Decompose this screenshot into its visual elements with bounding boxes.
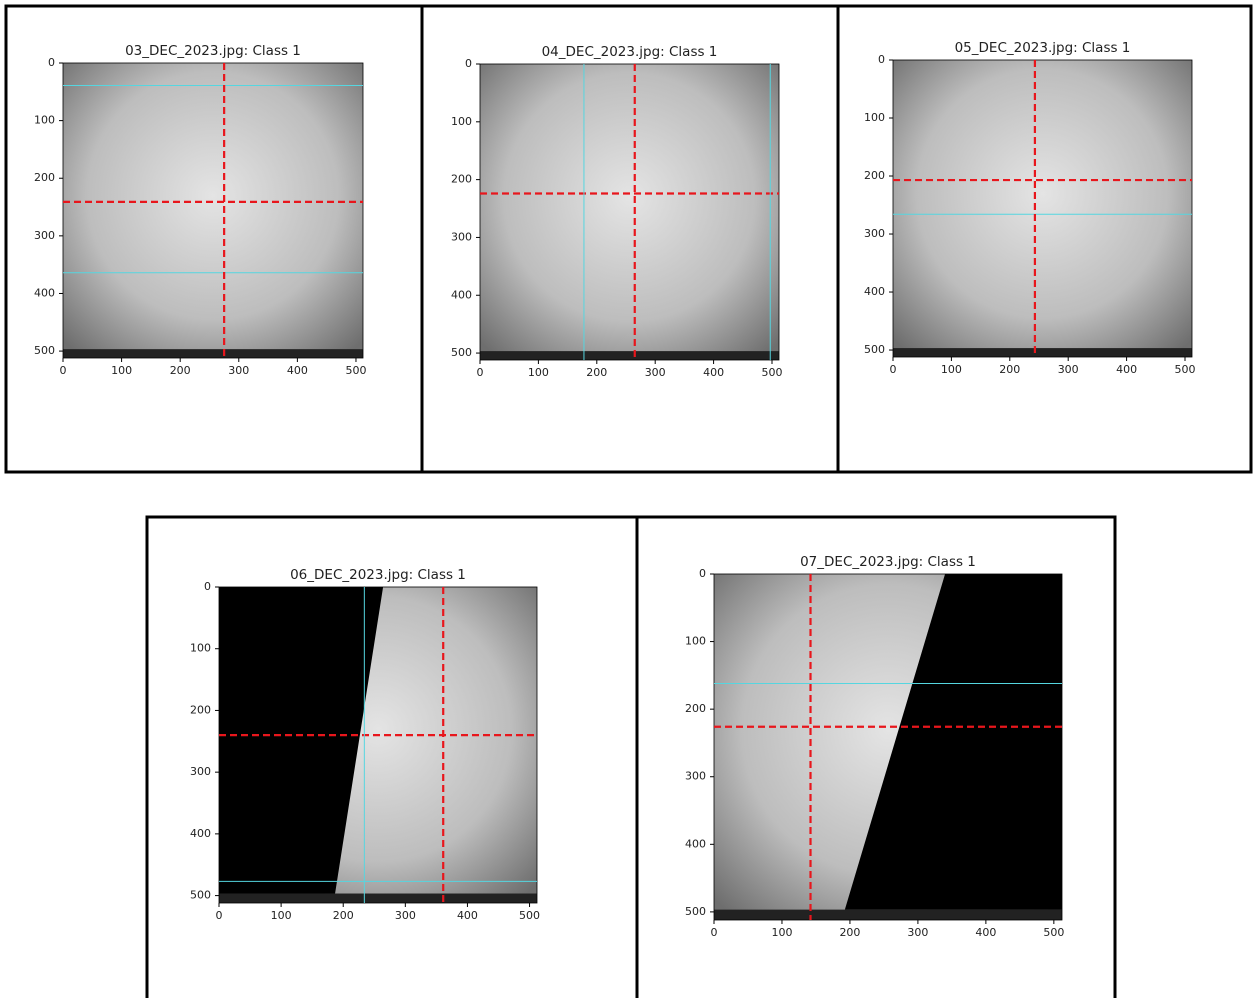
- y-tick-label: 500: [34, 344, 55, 357]
- x-tick-label: 500: [345, 364, 366, 377]
- x-tick-label: 0: [60, 364, 67, 377]
- info-strip: [714, 909, 1062, 920]
- x-tick-label: 0: [711, 926, 718, 939]
- y-tick-label: 200: [864, 169, 885, 182]
- x-tick-label: 300: [228, 364, 249, 377]
- axes-frame: [62, 62, 364, 359]
- info-strip: [219, 893, 537, 903]
- x-tick-label: 200: [839, 926, 860, 939]
- x-tick-label: 0: [216, 909, 223, 922]
- x-tick-label: 400: [975, 926, 996, 939]
- y-tick-label: 0: [699, 567, 706, 580]
- x-tick-label: 500: [1043, 926, 1064, 939]
- panel-title: 05_DEC_2023.jpg: Class 1: [955, 40, 1131, 56]
- y-tick-label: 100: [864, 111, 885, 124]
- x-tick-label: 100: [271, 909, 292, 922]
- y-tick-label: 0: [204, 580, 211, 593]
- x-tick-label: 300: [907, 926, 928, 939]
- panel-title: 03_DEC_2023.jpg: Class 1: [125, 43, 301, 59]
- info-strip: [893, 348, 1192, 357]
- x-tick-label: 400: [703, 366, 724, 379]
- panel-border: [836, 4, 1253, 474]
- x-tick-label: 300: [395, 909, 416, 922]
- y-tick-label: 100: [190, 642, 211, 655]
- x-tick-label: 0: [890, 363, 897, 376]
- y-tick-label: 300: [685, 770, 706, 783]
- y-tick-label: 100: [685, 635, 706, 648]
- y-tick-label: 300: [34, 229, 55, 242]
- axes-frame: [479, 63, 780, 361]
- y-tick-label: 500: [190, 889, 211, 902]
- y-tick-label: 300: [190, 765, 211, 778]
- x-tick-label: 500: [519, 909, 540, 922]
- satellite-image: [63, 63, 363, 358]
- y-tick-label: 100: [34, 114, 55, 127]
- x-tick-label: 100: [111, 364, 132, 377]
- axes-frame: [892, 59, 1193, 358]
- y-tick-label: 200: [190, 703, 211, 716]
- satellite-image: [480, 64, 779, 360]
- x-tick-label: 200: [586, 366, 607, 379]
- x-tick-label: 100: [528, 366, 549, 379]
- no-data-region: [219, 587, 384, 894]
- panel-title: 07_DEC_2023.jpg: Class 1: [800, 554, 976, 570]
- y-tick-label: 400: [685, 837, 706, 850]
- y-tick-label: 300: [451, 230, 472, 243]
- y-tick-label: 0: [465, 57, 472, 70]
- y-tick-label: 100: [451, 115, 472, 128]
- satellite-image: [893, 60, 1192, 357]
- y-tick-label: 500: [451, 346, 472, 359]
- x-tick-label: 400: [1116, 363, 1137, 376]
- axes-frame: [218, 586, 538, 904]
- no-data-region: [844, 574, 1062, 910]
- panel: 04_DEC_2023.jpg: Class 1 0 100 200 300 400 500…: [420, 4, 840, 474]
- axes-frame: [713, 573, 1063, 921]
- y-tick-label: 300: [864, 227, 885, 240]
- panel: 07_DEC_2023.jpg: Class 1 0 100 200 300 400 500…: [635, 515, 1117, 998]
- y-tick-label: 200: [685, 702, 706, 715]
- y-tick-label: 500: [864, 343, 885, 356]
- info-strip: [63, 349, 363, 358]
- y-tick-label: 0: [48, 56, 55, 69]
- y-tick-label: 400: [864, 285, 885, 298]
- x-tick-label: 200: [170, 364, 191, 377]
- panel-title: 06_DEC_2023.jpg: Class 1: [290, 567, 466, 583]
- y-tick-label: 400: [451, 288, 472, 301]
- x-tick-label: 400: [287, 364, 308, 377]
- x-tick-label: 500: [1174, 363, 1195, 376]
- x-tick-label: 100: [771, 926, 792, 939]
- y-tick-label: 200: [34, 171, 55, 184]
- x-tick-label: 500: [761, 366, 782, 379]
- x-tick-label: 200: [333, 909, 354, 922]
- y-tick-label: 400: [190, 827, 211, 840]
- x-tick-label: 0: [477, 366, 484, 379]
- panel-border: [635, 515, 1117, 998]
- y-tick-label: 500: [685, 905, 706, 918]
- x-tick-label: 100: [941, 363, 962, 376]
- panel: 03_DEC_2023.jpg: Class 1 0 100 200 300 400 500…: [4, 4, 424, 474]
- x-tick-label: 300: [1058, 363, 1079, 376]
- x-tick-label: 300: [645, 366, 666, 379]
- x-tick-label: 400: [457, 909, 478, 922]
- x-tick-label: 200: [999, 363, 1020, 376]
- panel-title: 04_DEC_2023.jpg: Class 1: [542, 44, 718, 60]
- y-tick-label: 400: [34, 286, 55, 299]
- panel: 06_DEC_2023.jpg: Class 1 0 100 200 300 400 500…: [145, 515, 639, 998]
- info-strip: [480, 351, 779, 360]
- panel: 05_DEC_2023.jpg: Class 1 0 100 200 300 400 500…: [836, 4, 1253, 474]
- y-tick-label: 0: [878, 53, 885, 66]
- y-tick-label: 200: [451, 173, 472, 186]
